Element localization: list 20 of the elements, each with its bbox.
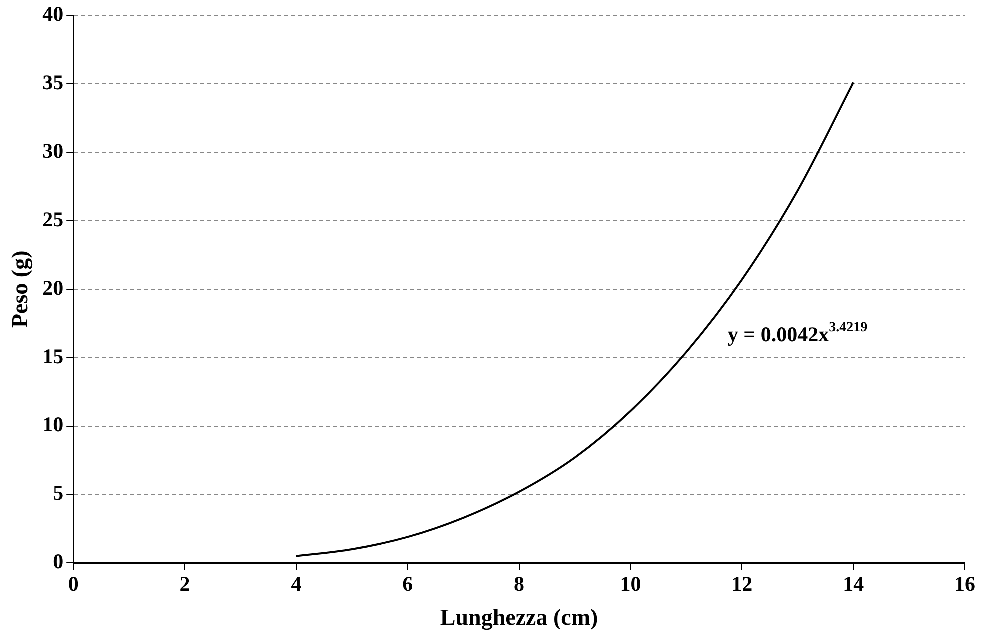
x-tick-label: 16	[954, 572, 976, 596]
x-axis-title: Lunghezza (cm)	[440, 605, 598, 632]
y-tick-label: 35	[42, 70, 64, 94]
y-tick-label: 20	[42, 276, 64, 300]
x-tick-label: 4	[291, 572, 302, 596]
y-tick-label: 0	[53, 550, 64, 574]
y-tick-label: 10	[42, 412, 64, 437]
x-tick-label: 12	[732, 572, 753, 596]
x-tick-label: 8	[514, 572, 525, 596]
x-tick-label: 2	[180, 572, 190, 596]
x-tick-label: 0	[68, 572, 79, 596]
y-tick-label: 25	[42, 207, 64, 232]
y-tick-label: 15	[42, 344, 64, 368]
y-axis-title: Peso (g)	[8, 250, 34, 328]
x-tick-label: 14	[843, 572, 865, 596]
x-tick-label: 10	[620, 572, 642, 596]
y-tick-label: 40	[42, 2, 64, 26]
x-tick-label: 6	[402, 572, 414, 596]
y-tick-label: 5	[53, 481, 64, 506]
y-tick-label: 30	[42, 138, 64, 163]
